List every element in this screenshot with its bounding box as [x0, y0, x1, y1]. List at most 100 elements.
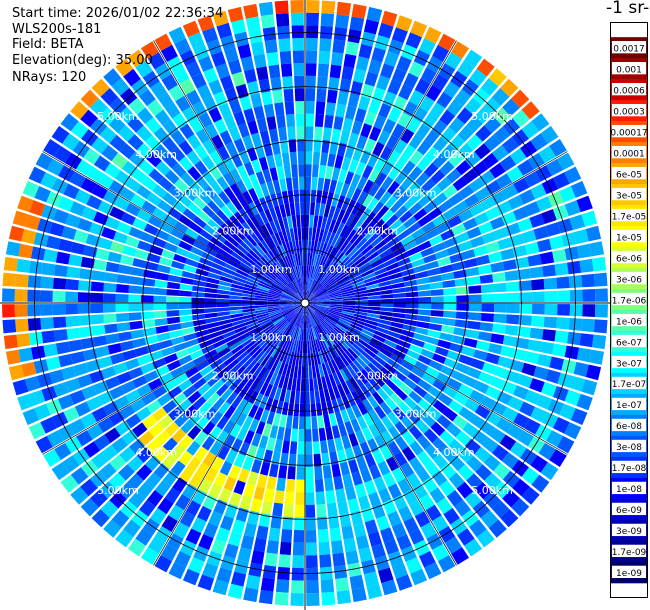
range-gate-cell	[358, 547, 373, 563]
range-gate-cell	[408, 456, 423, 472]
range-gate-cell	[204, 185, 218, 200]
colorbar-tick-label: 6e-07	[616, 338, 642, 348]
range-gate-cell	[90, 292, 104, 303]
range-gate-cell	[313, 352, 318, 366]
range-gate-cell	[317, 305, 330, 310]
range-gate-cell	[80, 109, 98, 128]
range-gate-cell	[285, 415, 293, 429]
range-gate-cell	[8, 364, 25, 381]
range-gate-cell	[362, 412, 374, 427]
range-gate-cell	[171, 162, 187, 178]
range-gate-cell	[100, 88, 119, 106]
range-gate-cell	[242, 401, 253, 416]
range-gate-cell	[348, 432, 359, 447]
range-gate-cell	[500, 248, 515, 261]
range-gate-cell	[313, 215, 319, 229]
range-gate-cell	[206, 353, 221, 365]
range-gate-cell	[416, 277, 430, 285]
range-gate-cell	[443, 207, 458, 221]
range-gate-cell	[194, 324, 208, 332]
range-gate-cell	[280, 139, 289, 154]
range-gate-cell	[342, 309, 355, 314]
range-gate-cell	[374, 405, 387, 420]
range-gate-cell	[489, 162, 506, 179]
range-gate-cell	[409, 500, 425, 517]
range-gate-cell	[279, 244, 287, 257]
range-gate-cell	[300, 378, 305, 392]
range-gate-cell	[27, 304, 41, 317]
range-gate-cell	[576, 195, 593, 213]
range-gate-cell	[342, 241, 353, 254]
range-gate-cell	[305, 290, 308, 301]
colorbar-tick-bg	[611, 397, 647, 411]
range-gate-cell	[52, 304, 66, 316]
range-gate-cell	[147, 215, 163, 228]
range-gate-cell	[425, 366, 440, 379]
range-gate-cell	[284, 270, 293, 282]
range-ring-label: 2.00km	[357, 369, 399, 382]
range-gate-cell	[289, 364, 295, 378]
start-time-label: Start time: 2026/01/02 22:36:34	[12, 6, 224, 21]
range-gate-cell	[309, 327, 313, 341]
range-gate-cell	[381, 10, 398, 27]
range-gate-cell	[185, 366, 199, 379]
range-gate-cell	[206, 277, 220, 285]
range-gate-cell	[521, 486, 540, 505]
range-gate-cell	[341, 525, 354, 540]
range-gate-cell	[453, 327, 467, 337]
range-gate-cell	[291, 567, 304, 581]
range-gate-cell	[264, 356, 274, 369]
colorbar-tick-label: 3e-05	[616, 191, 642, 201]
range-gate-cell	[118, 264, 132, 275]
range-gate-cell	[400, 128, 415, 144]
range-gate-cell	[269, 372, 278, 386]
range-gate-cell	[231, 519, 246, 535]
range-gate-cell	[434, 249, 449, 260]
range-gate-cell	[446, 168, 462, 184]
range-gate-cell	[101, 144, 118, 162]
range-gate-cell	[68, 254, 83, 267]
range-gate-cell	[379, 191, 392, 205]
range-gate-cell	[468, 285, 482, 294]
range-gate-cell	[330, 304, 343, 307]
range-gate-cell	[423, 200, 438, 214]
range-gate-cell	[267, 328, 279, 339]
range-gate-cell	[295, 294, 303, 301]
range-gate-cell	[355, 56, 370, 71]
range-gate-cell	[255, 421, 266, 435]
range-gate-cell	[400, 462, 415, 478]
range-gate-cell	[277, 320, 288, 330]
range-gate-cell	[352, 234, 364, 247]
range-gate-cell	[307, 340, 311, 354]
range-gate-cell	[318, 242, 325, 255]
range-gate-cell	[192, 196, 207, 210]
range-gate-cell	[306, 291, 311, 301]
range-gate-cell	[292, 303, 302, 305]
range-gate-cell	[283, 427, 292, 442]
range-gate-cell	[103, 282, 117, 293]
range-gate-cell	[15, 318, 29, 333]
range-gate-cell	[541, 382, 557, 397]
range-gate-cell	[254, 295, 268, 299]
range-gate-cell	[229, 183, 242, 197]
range-gate-cell	[474, 106, 492, 124]
range-gate-cell	[328, 312, 341, 319]
range-gate-cell	[315, 339, 321, 352]
range-gate-cell	[401, 44, 417, 61]
range-gate-cell	[266, 437, 276, 452]
range-gate-cell	[429, 487, 446, 504]
range-gate-cell	[293, 530, 304, 543]
range-gate-cell	[192, 285, 206, 292]
range-gate-cell	[228, 341, 242, 351]
range-gate-cell	[39, 290, 53, 302]
range-gate-cell	[305, 454, 313, 468]
range-gate-cell	[470, 358, 485, 371]
range-gate-cell	[363, 19, 379, 35]
range-gate-cell	[172, 112, 188, 129]
range-gate-cell	[136, 209, 152, 223]
range-gate-cell	[197, 210, 211, 224]
range-gate-cell	[436, 176, 452, 192]
range-gate-cell	[269, 287, 282, 294]
colorbar-tick-label: 1.7e-08	[612, 464, 647, 474]
range-gate-cell	[411, 366, 425, 379]
